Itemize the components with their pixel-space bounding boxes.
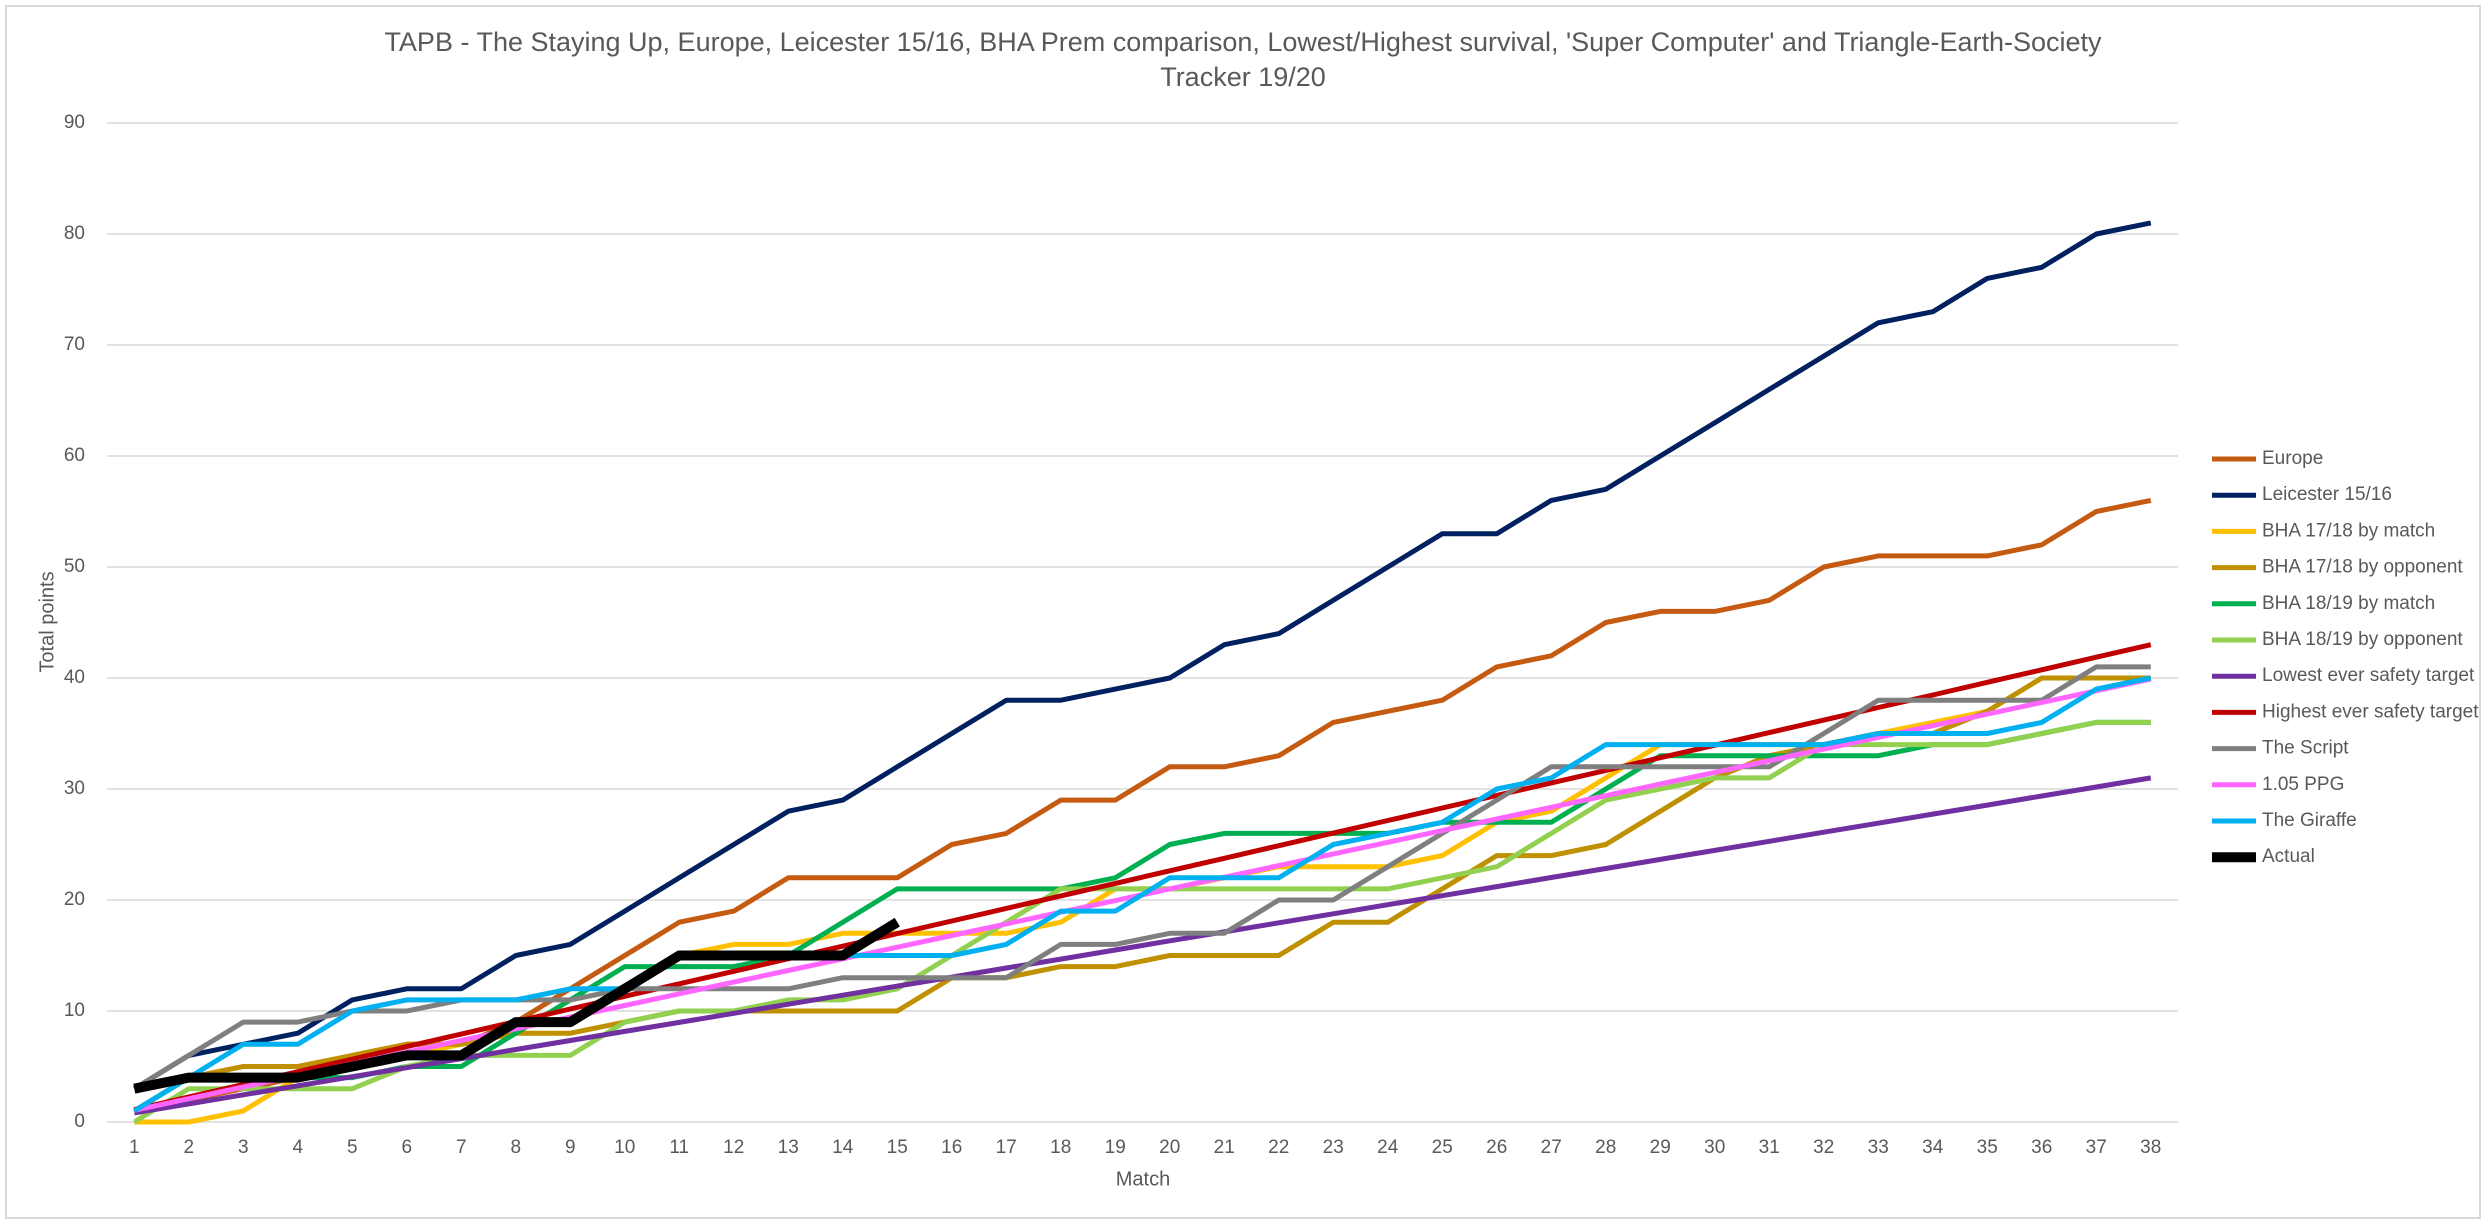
x-tick-label: 6 (401, 1137, 412, 1158)
series-line (132, 675, 2152, 1114)
x-axis-title: Match (1116, 1168, 1170, 1190)
y-tick-label: 10 (64, 1000, 85, 1021)
x-tick-label: 13 (778, 1137, 799, 1158)
x-tick-label: 11 (669, 1137, 689, 1158)
chart-title: Tracker 19/20 (1160, 62, 1326, 92)
legend-label: Lowest ever safety target (2262, 665, 2475, 686)
y-tick-label: 30 (64, 778, 85, 799)
series-line (133, 775, 2152, 1116)
x-tick-label: 7 (456, 1137, 467, 1158)
legend-label: BHA 17/18 by match (2262, 520, 2435, 541)
x-tick-label: 5 (347, 1137, 358, 1158)
y-axis-title: Total points (36, 571, 58, 672)
x-tick-label: 4 (292, 1137, 303, 1158)
x-tick-label: 2 (183, 1137, 194, 1158)
x-tick-label: 21 (1214, 1137, 1235, 1158)
legend-label: Highest ever safety target (2262, 701, 2479, 722)
legend-label: 1.05 PPG (2262, 774, 2344, 795)
x-tick-label: 22 (1268, 1137, 1289, 1158)
x-tick-label: 29 (1650, 1137, 1671, 1158)
series-line (133, 642, 2152, 1112)
y-tick-label: 40 (64, 667, 85, 688)
y-tick-label: 60 (64, 445, 85, 466)
x-tick-label: 3 (238, 1137, 249, 1158)
legend-label: Europe (2262, 448, 2323, 469)
x-tick-label: 31 (1759, 1137, 1780, 1158)
legend-label: The Script (2262, 738, 2349, 759)
series-line (132, 719, 2151, 1114)
x-tick-label: 37 (2086, 1137, 2107, 1158)
x-tick-label: 30 (1704, 1137, 1725, 1158)
x-tick-label: 28 (1595, 1137, 1616, 1158)
x-tick-label: 17 (996, 1137, 1017, 1158)
y-tick-label: 90 (64, 112, 85, 133)
x-tick-label: 35 (1977, 1137, 1998, 1158)
chart-title: TAPB - The Staying Up, Europe, Leicester… (384, 27, 2102, 57)
x-tick-label: 8 (510, 1137, 521, 1158)
y-tick-label: 20 (64, 889, 85, 910)
legend-label: BHA 18/19 by opponent (2262, 629, 2463, 650)
x-tick-label: 32 (1813, 1137, 1834, 1158)
series-line (133, 917, 900, 1094)
x-tick-label: 19 (1105, 1137, 1126, 1158)
legend-label: Actual (2262, 846, 2315, 867)
x-tick-label: 23 (1323, 1137, 1344, 1158)
x-tick-label: 25 (1432, 1137, 1453, 1158)
legend-label: Leicester 15/16 (2262, 484, 2392, 505)
legend-label: BHA 18/19 by match (2262, 593, 2435, 614)
x-tick-label: 36 (2031, 1137, 2052, 1158)
x-tick-label: 26 (1486, 1137, 1507, 1158)
legend-label: The Giraffe (2262, 810, 2357, 831)
x-tick-label: 18 (1050, 1137, 1071, 1158)
x-tick-label: 10 (614, 1137, 635, 1158)
x-tick-label: 20 (1159, 1137, 1180, 1158)
x-tick-label: 27 (1541, 1137, 1562, 1158)
y-tick-label: 0 (74, 1111, 85, 1132)
x-tick-label: 33 (1868, 1137, 1889, 1158)
x-tick-label: 38 (2140, 1137, 2161, 1158)
y-tick-label: 50 (64, 556, 85, 577)
x-tick-label: 9 (565, 1137, 576, 1158)
legend-label: BHA 17/18 by opponent (2262, 557, 2463, 578)
x-tick-label: 1 (129, 1137, 140, 1158)
x-tick-label: 12 (723, 1137, 744, 1158)
x-tick-label: 15 (887, 1137, 908, 1158)
y-tick-label: 70 (64, 334, 85, 355)
chart-frame (5, 5, 2481, 1219)
x-tick-label: 34 (1922, 1137, 1944, 1158)
series-line (132, 220, 2152, 1091)
x-tick-label: 24 (1377, 1137, 1399, 1158)
x-tick-label: 14 (832, 1137, 854, 1158)
x-tick-label: 16 (941, 1137, 962, 1158)
y-tick-label: 80 (64, 223, 85, 244)
